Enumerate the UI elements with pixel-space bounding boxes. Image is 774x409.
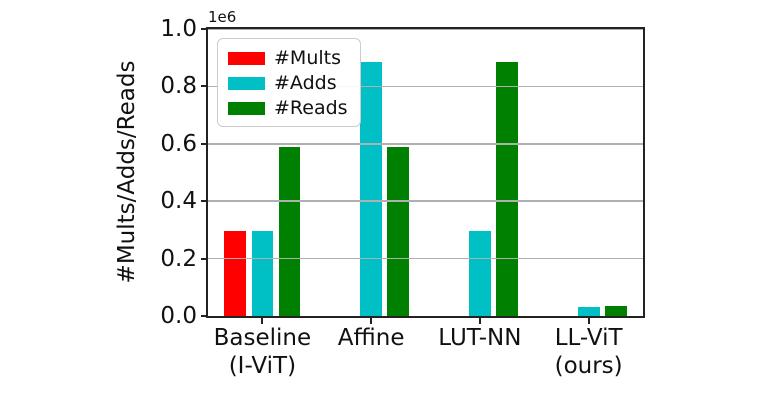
y-tick-mark-0.6	[201, 142, 208, 145]
x-tick-mark-1	[370, 318, 373, 324]
legend-label-mults: #Mults	[274, 47, 341, 69]
legend-item-adds: #Adds	[228, 71, 348, 96]
bar-reads-1	[387, 146, 410, 316]
legend-swatch-reads-icon	[228, 102, 265, 115]
gridline-0.4	[208, 200, 643, 202]
x-tick-mark-2	[478, 318, 481, 324]
legend-item-reads: #Reads	[228, 96, 348, 121]
y-tick-mark-0.0	[201, 315, 208, 317]
bar-reads-0	[278, 146, 301, 316]
bar-adds-2	[469, 231, 491, 316]
y-tick-label-0.2: 0.2	[160, 245, 197, 272]
gridline-0.2	[208, 257, 643, 260]
bar-adds-1	[360, 62, 382, 316]
y-tick-label-1.0: 1.0	[160, 16, 197, 42]
legend-swatch-mults-icon	[228, 52, 265, 65]
x-tick-mark-0	[261, 318, 264, 324]
x-tick-label-3: LL-ViT (ours)	[554, 325, 623, 379]
y-tick-mark-0.8	[201, 85, 208, 88]
y-tick-label-0.0: 0.0	[160, 303, 197, 329]
y-tick-mark-0.4	[201, 200, 208, 203]
bar-reads-3	[604, 305, 627, 316]
bar-mults-0	[224, 231, 247, 316]
y-tick-label-0.6: 0.6	[160, 130, 197, 157]
legend-label-reads: #Reads	[274, 97, 348, 119]
legend-item-mults: #Mults	[228, 46, 348, 71]
gridline-0.6	[208, 143, 643, 145]
bar-adds-0	[251, 231, 274, 316]
y-axis-offset-label: 1e6	[208, 8, 237, 26]
bar-adds-3	[577, 306, 600, 316]
bar-reads-2	[496, 62, 518, 316]
legend: #Mults #Adds #Reads	[217, 38, 361, 127]
x-tick-label-0: Baseline (I-ViT)	[213, 325, 312, 379]
gridline-0.8	[208, 85, 643, 88]
legend-swatch-adds-icon	[228, 77, 265, 90]
plot-area: #Mults #Adds #Reads	[208, 28, 643, 316]
y-tick-label-0.4: 0.4	[160, 188, 197, 215]
legend-label-adds: #Adds	[274, 72, 337, 94]
y-tick-mark-1.0	[201, 28, 208, 30]
y-tick-label-0.8: 0.8	[160, 73, 197, 100]
x-tick-label-1: Affine	[337, 325, 405, 351]
gridline-1.0	[208, 28, 643, 30]
x-tick-mark-3	[587, 318, 590, 324]
y-tick-mark-0.2	[201, 257, 208, 260]
x-tick-label-2: LUT-NN	[438, 325, 522, 351]
